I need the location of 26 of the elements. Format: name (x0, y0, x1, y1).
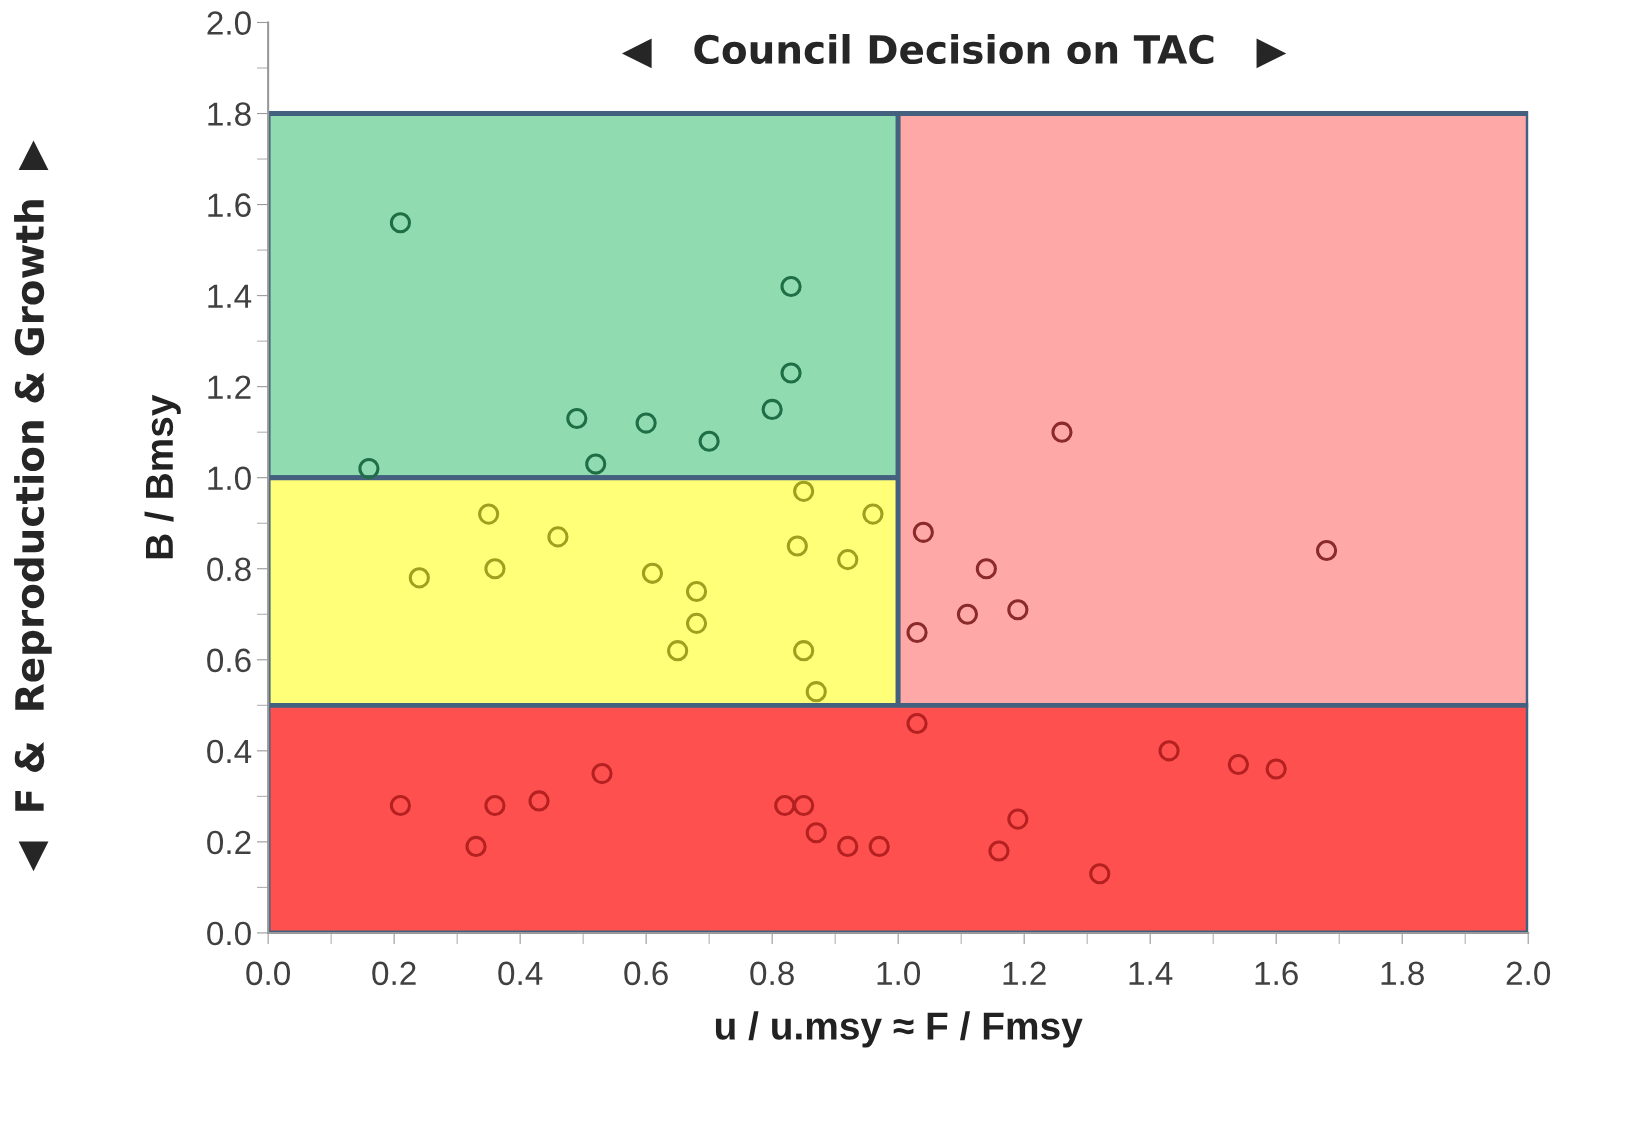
x-tick-label: 0.6 (624, 961, 668, 986)
y-tick-label: 0.4 (207, 739, 252, 764)
x-tick-label: 0.2 (372, 961, 416, 986)
text: ◀ F & Reproduction & Growth ▶ (14, 140, 52, 872)
x-tick-label: 1.4 (1129, 961, 1173, 985)
y-tick-label: 2.0 (207, 11, 251, 35)
annotation: ◀ Council Decision on TAC ▶ (621, 34, 1287, 69)
x-tick-label: 0.4 (498, 961, 543, 986)
y-tick-label: 1.8 (208, 102, 251, 126)
x-axis-title: u / u.msy ≈ F / Fmsy (715, 1011, 1083, 1048)
y-tick-label: 0.2 (207, 830, 251, 855)
y-tick-label: 0.0 (207, 921, 251, 946)
x-tick-label: 0.8 (750, 961, 794, 986)
y-tick-label: 1.4 (208, 284, 252, 308)
x-tick-label: 2.0 (1506, 961, 1551, 986)
x-tick-label: 0.0 (246, 961, 290, 986)
y-tick-label: 1.2 (208, 375, 251, 399)
x-tick-label: 1.8 (1381, 961, 1424, 986)
x-tick-label: 1.6 (1255, 961, 1298, 986)
y-tick-label: 1.6 (208, 193, 251, 217)
x-tick-label: 1.0 (877, 961, 921, 986)
y-tick-label: 0.6 (207, 648, 251, 673)
x-tick-label: 1.2 (1003, 961, 1046, 985)
y-axis-title: B / Bmsy (144, 394, 181, 559)
y-tick-label: 0.8 (207, 557, 251, 582)
y-tick-label: 1.0 (208, 466, 251, 491)
